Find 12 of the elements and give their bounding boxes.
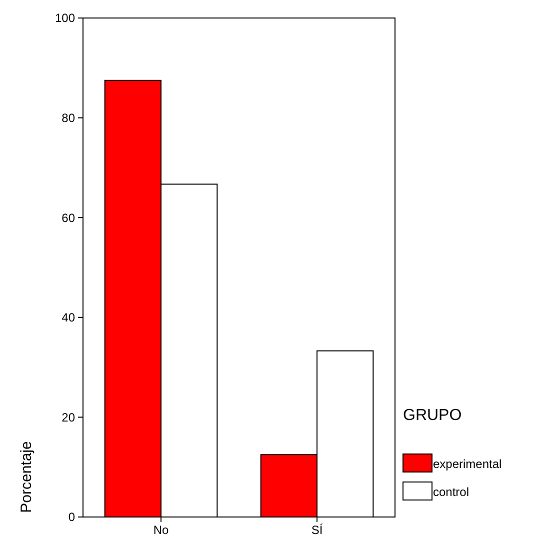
y-tick-label: 40: [62, 310, 76, 325]
legend-label: experimental: [433, 457, 502, 471]
y-tick-label: 0: [68, 510, 76, 524]
x-tick-label: SÍ: [311, 523, 324, 537]
y-axis-title: Porcentaje: [18, 441, 35, 513]
y-tick-label: 60: [62, 210, 76, 225]
y-tick-label: 100: [54, 11, 76, 26]
x-tick-label: No: [153, 523, 169, 537]
legend-title: GRUPO: [403, 407, 462, 424]
legend-label: control: [433, 485, 470, 499]
y-tick-label: 20: [62, 410, 76, 424]
y-tick-label: 80: [62, 111, 76, 125]
